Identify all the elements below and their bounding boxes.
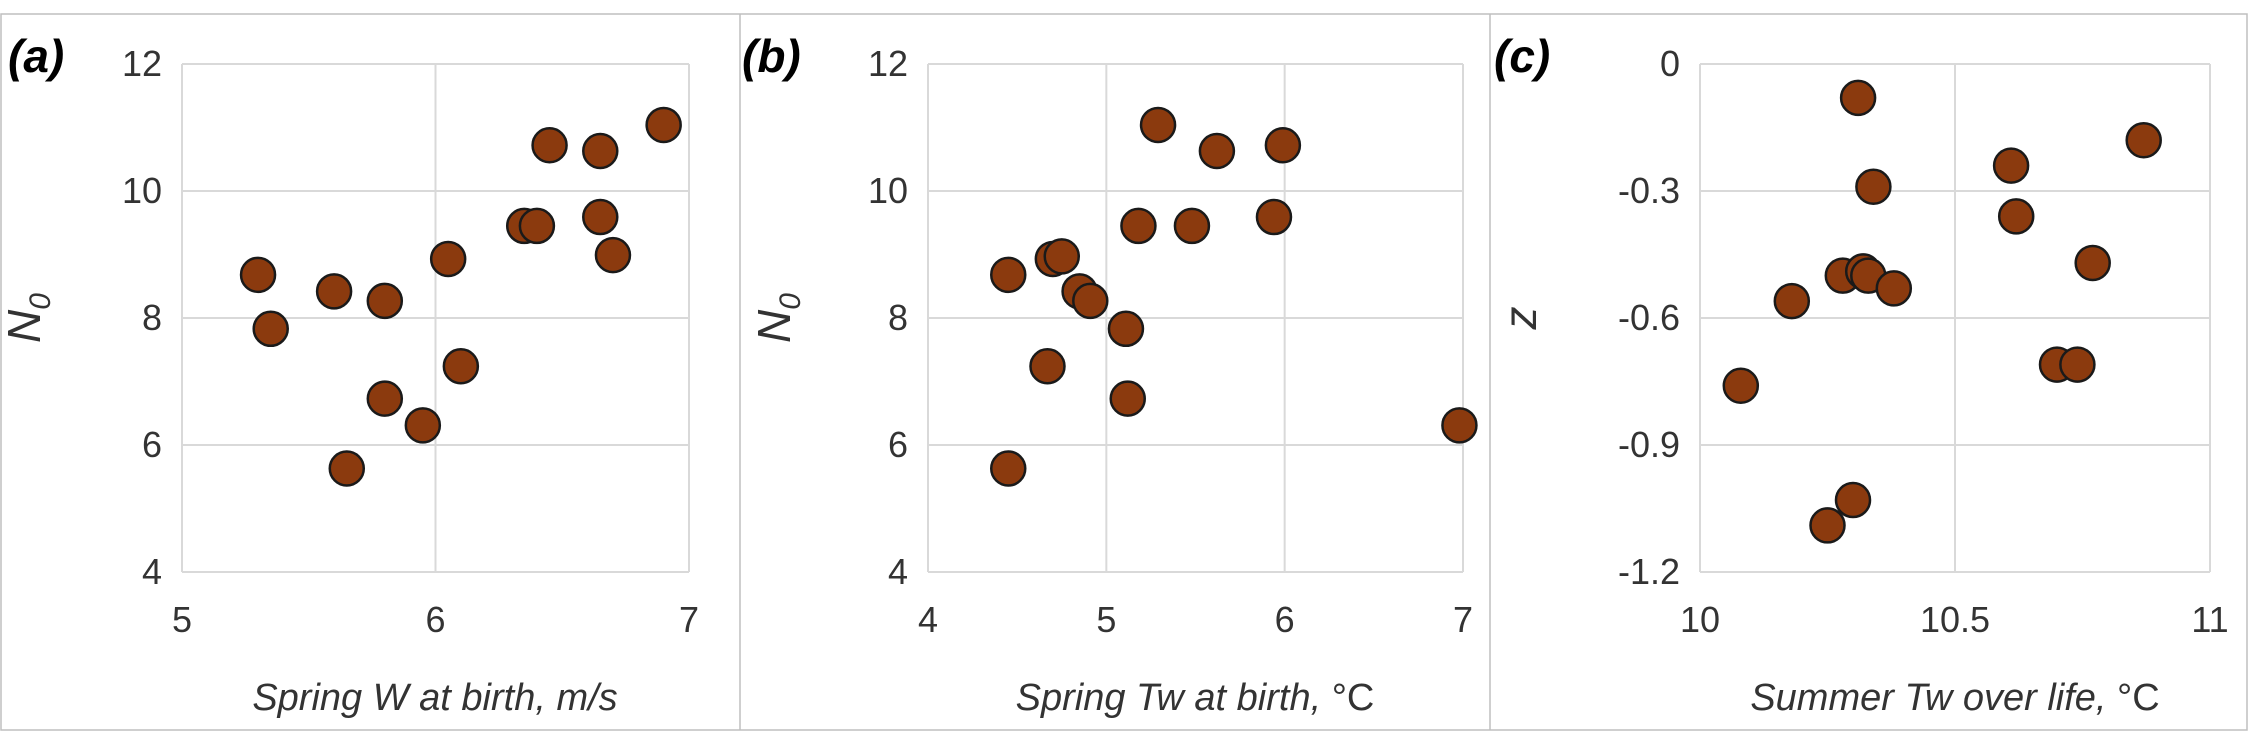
- data-point: [2125, 121, 2162, 159]
- data-point: [1809, 507, 1846, 544]
- y-tick-label: 12: [868, 43, 908, 84]
- data-point: [2074, 244, 2111, 282]
- data-point: [1992, 147, 2030, 184]
- y-tick-label: 12: [122, 43, 162, 84]
- data-point: [1120, 207, 1157, 245]
- data-point: [1109, 380, 1146, 417]
- x-tick-label: 4: [918, 599, 938, 640]
- data-point: [1072, 282, 1109, 320]
- y-tick-label: 4: [142, 551, 162, 592]
- data-point: [442, 348, 480, 385]
- x-tick-label: 10.5: [1920, 599, 1990, 640]
- data-point: [531, 127, 568, 164]
- x-axis-title: Summer Tw over life, °C: [1750, 677, 2159, 719]
- data-point: [1173, 207, 1211, 245]
- x-tick-label: 7: [1453, 599, 1473, 640]
- panel-label: (a): [8, 30, 64, 82]
- y-tick-label: 4: [888, 551, 908, 592]
- scatter-panel: 10 10.5 11 -1.2 -0.9 -0.6 -0.3 0 (c) Summer Tw ov…: [1494, 30, 2229, 719]
- panel-label: (b): [742, 30, 801, 82]
- data-point: [239, 256, 277, 294]
- data-point: [1139, 106, 1177, 144]
- x-tick-label: 5: [172, 599, 192, 640]
- data-point: [1029, 348, 1066, 385]
- x-tick-label: 6: [1275, 599, 1295, 640]
- x-tick-label: 11: [2191, 599, 2228, 640]
- data-point: [366, 380, 404, 417]
- data-point: [1997, 198, 2035, 235]
- data-point: [645, 106, 682, 144]
- data-point: [1264, 127, 1302, 164]
- y-tick-label: 0: [1660, 43, 1680, 84]
- data-point: [1875, 270, 1913, 307]
- data-point: [594, 236, 632, 274]
- data-point: [1855, 168, 1892, 206]
- data-point: [1441, 407, 1478, 444]
- scatter-panel: 5 6 7 4 6 8 10 12 (a) Spring W at birth, m/s N0: [0, 30, 699, 719]
- x-tick-label: 7: [679, 599, 699, 640]
- data-point: [1773, 282, 1811, 320]
- y-axis-title: N0: [748, 293, 807, 343]
- data-point: [582, 132, 619, 170]
- x-axis-title: Spring Tw at birth, °C: [1016, 677, 1375, 719]
- y-tick-label: 8: [888, 297, 908, 338]
- data-point: [1255, 198, 1293, 236]
- y-tick-label: 10: [122, 170, 162, 211]
- figure-border: [0, 13, 2248, 731]
- data-point: [328, 450, 366, 487]
- scatter-panel: 4 5 6 7 4 6 8 10 12 (b) Spring Tw at birth, °C N0: [742, 30, 1478, 719]
- y-axis-title: N0: [0, 293, 57, 343]
- y-tick-label: 10: [868, 170, 908, 211]
- data-point: [1043, 238, 1080, 275]
- y-tick-label: 6: [142, 424, 162, 465]
- data-point: [252, 310, 289, 348]
- y-axis-title: z: [1494, 307, 1546, 331]
- y-tick-label: 8: [142, 297, 162, 338]
- panel-label: (c): [1494, 30, 1550, 82]
- x-tick-label: 6: [425, 599, 445, 640]
- data-point: [404, 407, 442, 444]
- y-tick-label: 6: [888, 424, 908, 465]
- data-point: [366, 282, 404, 320]
- data-point: [518, 207, 556, 245]
- data-point: [1198, 132, 1236, 170]
- y-tick-label: -0.3: [1618, 170, 1680, 211]
- data-point: [582, 198, 619, 236]
- data-point: [429, 240, 467, 278]
- data-point: [990, 256, 1027, 294]
- data-point: [315, 273, 353, 310]
- data-point: [1839, 79, 1877, 117]
- x-tick-label: 5: [1096, 599, 1116, 640]
- y-tick-label: -0.6: [1618, 297, 1680, 338]
- data-point: [1107, 310, 1145, 348]
- x-axis-title: Spring W at birth, m/s: [252, 677, 617, 719]
- x-tick-label: 10: [1680, 599, 1720, 640]
- data-point: [2059, 346, 2096, 383]
- data-point: [990, 450, 1027, 487]
- data-point: [1834, 481, 1872, 519]
- data-point: [1722, 367, 1760, 404]
- y-tick-label: -0.9: [1618, 424, 1680, 465]
- y-tick-label: -1.2: [1618, 551, 1680, 592]
